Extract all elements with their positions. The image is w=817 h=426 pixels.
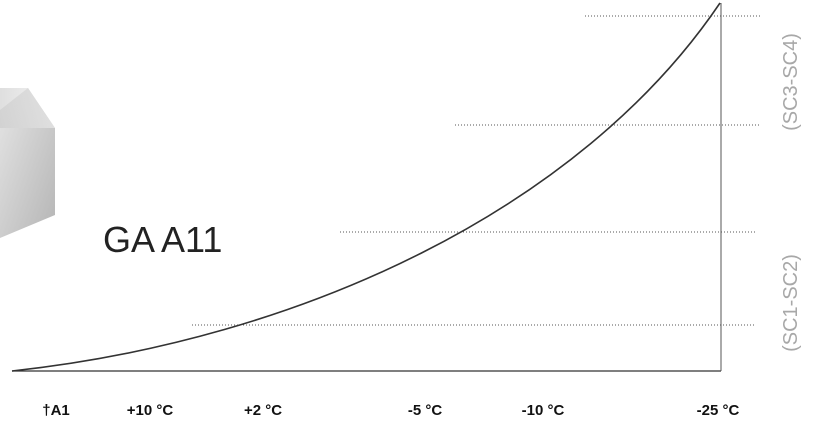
scale-label: -5 °C <box>408 402 443 419</box>
scale-label: †A1 <box>42 402 70 419</box>
scale-label: -10 °C <box>522 402 565 419</box>
cube <box>0 88 55 238</box>
class-label: (SC1-SC2) <box>780 254 802 352</box>
product-label: GA A11 <box>103 219 222 260</box>
class-label: (SC3-SC4) <box>780 33 802 131</box>
scale-label: +2 °C <box>244 402 282 419</box>
curve <box>11 2 721 372</box>
scale-label: +10 °C <box>127 402 174 419</box>
scale-label: -25 °C <box>697 402 740 419</box>
